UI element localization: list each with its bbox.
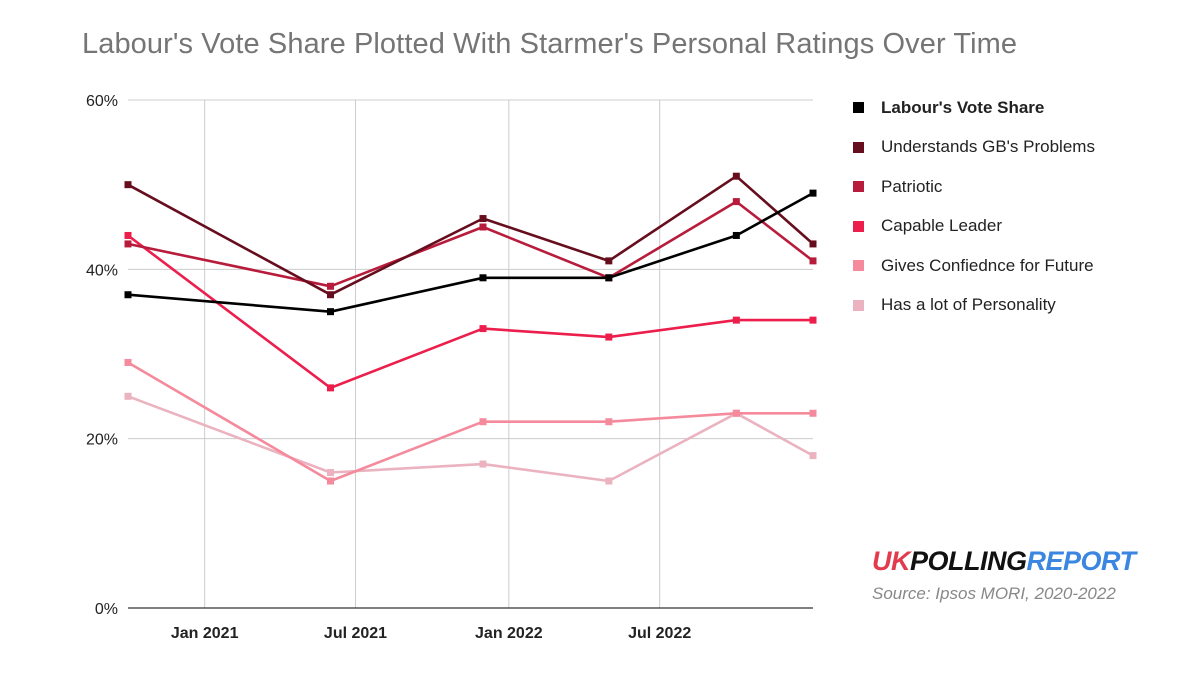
legend-item: Labour's Vote Share [853, 88, 1095, 128]
legend-item: Gives Confiednce for Future [853, 246, 1095, 286]
gridlines [128, 99, 813, 608]
y-tick-label: 40% [86, 262, 118, 279]
data-point [327, 477, 334, 485]
data-point [605, 257, 613, 265]
brand-polling: POLLING [910, 546, 1027, 576]
data-point [732, 231, 740, 239]
legend-label: Capable Leader [881, 216, 1002, 236]
series-capable-leader [124, 231, 817, 392]
data-point [809, 316, 817, 324]
data-point [479, 223, 487, 231]
series-line [127, 234, 813, 390]
legend-swatch [853, 141, 864, 153]
data-point [605, 274, 613, 282]
line-chart: 0% 20% 40% 60% Jan 2021 Jul 2021 Jan 2022 Jul 2… [86, 93, 817, 642]
data-point [124, 392, 132, 400]
data-point [732, 198, 740, 206]
brand-uk: UK [872, 546, 911, 576]
y-tick-label: 20% [86, 432, 118, 449]
data-point [605, 333, 613, 341]
series-line [127, 361, 813, 483]
data-point [809, 409, 817, 417]
legend-label: Gives Confiednce for Future [881, 255, 1094, 275]
series-labour-s-vote-share [124, 189, 817, 316]
data-point [327, 291, 334, 299]
x-tick-label: Jan 2022 [475, 625, 543, 642]
data-point [809, 240, 817, 248]
data-point [809, 189, 817, 197]
source-note: Source: Ipsos MORI, 2020-2022 [872, 584, 1116, 603]
series-understands-gb-s-problems [124, 172, 817, 299]
legend-item: Understands GB's Problems [853, 128, 1095, 168]
data-point [479, 460, 487, 468]
legend-swatch [853, 299, 864, 311]
series-line [127, 174, 814, 297]
legend: Labour's Vote Share Understands GB's Prob… [853, 88, 1095, 325]
data-point [327, 308, 334, 316]
y-tick-label: 0% [95, 601, 118, 618]
y-tick-label: 60% [86, 93, 118, 110]
legend-label: Patriotic [881, 176, 943, 196]
x-tick-label: Jan 2021 [171, 625, 239, 642]
x-tick-label: Jul 2022 [628, 625, 691, 642]
data-point [732, 316, 740, 324]
legend-item: Patriotic [853, 167, 1095, 207]
data-point [124, 291, 132, 299]
data-point [327, 384, 334, 392]
legend-swatch [853, 220, 864, 232]
data-point [479, 215, 487, 223]
data-point [124, 358, 132, 366]
legend-swatch [853, 181, 864, 193]
data-point [809, 452, 817, 460]
data-point [605, 477, 613, 485]
tick-labels: 0% 20% 40% 60% Jan 2021 Jul 2021 Jan 2022 Jul 2… [86, 93, 691, 642]
data-point [809, 257, 817, 265]
series-lines [124, 172, 817, 485]
series-line [127, 191, 814, 314]
legend-label: Labour's Vote Share [881, 97, 1045, 117]
data-point [479, 325, 487, 333]
legend-swatch [853, 102, 864, 114]
legend-label: Understands GB's Problems [881, 137, 1095, 157]
legend-item: Has a lot of Personality [853, 286, 1095, 326]
brand-report: REPORT [1026, 546, 1137, 576]
data-point [479, 418, 487, 426]
data-point [327, 282, 334, 290]
legend-item: Capable Leader [853, 207, 1095, 247]
chart-title: Labour's Vote Share Plotted With Starmer… [82, 28, 1018, 60]
legend-label: Has a lot of Personality [881, 295, 1056, 315]
legend-swatch [853, 260, 864, 272]
series-line [127, 200, 814, 288]
data-point [327, 469, 334, 477]
data-point [479, 274, 487, 282]
data-point [732, 172, 740, 180]
data-point [605, 418, 613, 426]
series-gives-confiednce-for-future [124, 358, 817, 485]
data-point [124, 240, 132, 248]
data-point [732, 409, 740, 417]
data-point [124, 231, 132, 239]
data-point [124, 181, 132, 189]
x-tick-label: Jul 2021 [324, 625, 387, 642]
brand-logo: UKPOLLINGREPORT [872, 546, 1136, 577]
